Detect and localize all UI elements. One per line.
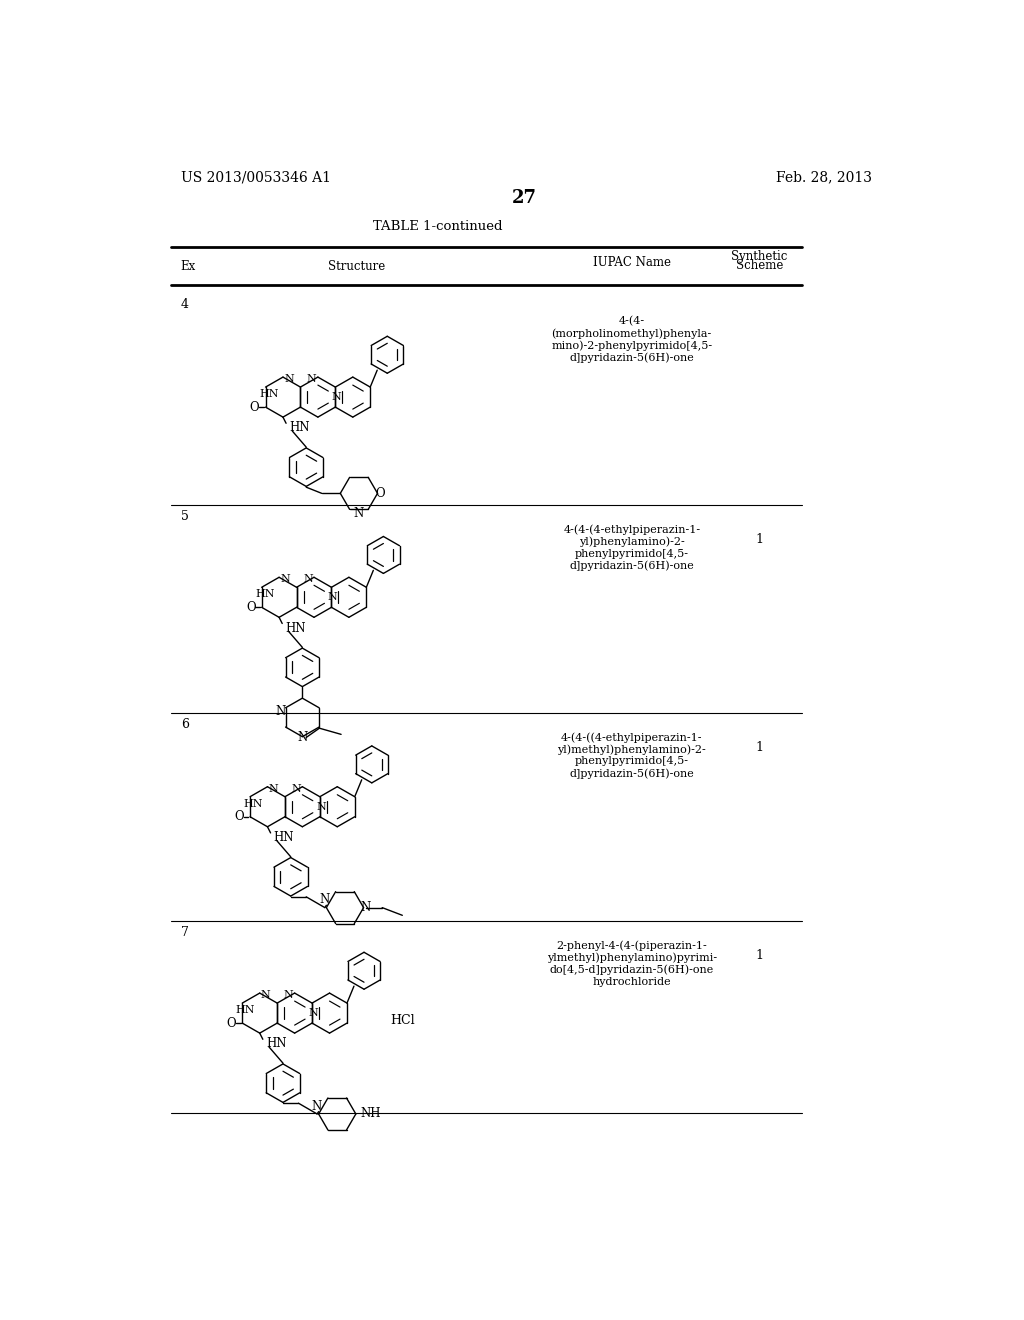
Text: HN: HN [289,421,309,434]
Text: HN: HN [266,1038,287,1051]
Text: 6: 6 [180,718,188,731]
Text: N: N [268,784,279,793]
Text: 2-phenyl-4-(4-(piperazin-1-
ylmethyl)phenylamino)pyrimi-
do[4,5-d]pyridazin-5(6H: 2-phenyl-4-(4-(piperazin-1- ylmethyl)phe… [547,940,717,986]
Text: IUPAC Name: IUPAC Name [593,256,671,269]
Text: O: O [375,487,385,500]
Text: N: N [311,1100,322,1113]
Text: HN: HN [236,1005,255,1015]
Text: 7: 7 [180,925,188,939]
Text: N: N [328,593,338,602]
Text: Synthetic: Synthetic [731,249,787,263]
Text: HN: HN [273,832,294,843]
Text: N: N [284,374,294,384]
Text: Structure: Structure [328,260,385,273]
Text: N: N [275,705,286,718]
Text: HN: HN [259,389,279,399]
Text: HN: HN [244,799,263,809]
Text: N: N [292,784,301,793]
Text: 1: 1 [756,741,764,754]
Text: N: N [360,902,371,915]
Text: 4-(4-(4-ethylpiperazin-1-
yl)phenylamino)-2-
phenylpyrimido[4,5-
d]pyridazin-5(6: 4-(4-(4-ethylpiperazin-1- yl)phenylamino… [563,524,700,570]
Text: O: O [250,400,259,413]
Text: N: N [261,990,270,1001]
Text: 1: 1 [756,533,764,546]
Text: HCl: HCl [390,1014,415,1027]
Text: O: O [246,601,256,614]
Text: N: N [281,574,290,585]
Text: O: O [226,1016,237,1030]
Text: 27: 27 [512,190,538,207]
Text: TABLE 1-continued: TABLE 1-continued [374,219,503,232]
Text: N: N [308,1008,318,1018]
Text: Feb. 28, 2013: Feb. 28, 2013 [776,170,872,185]
Text: N: N [316,801,326,812]
Text: HN: HN [286,622,306,635]
Text: N: N [332,392,342,403]
Text: N: N [354,507,365,520]
Text: Scheme: Scheme [736,259,783,272]
Text: 1: 1 [756,949,764,962]
Text: Ex: Ex [180,260,196,273]
Text: N: N [318,894,329,907]
Text: N: N [284,990,294,1001]
Text: 5: 5 [180,510,188,523]
Text: O: O [234,810,244,824]
Text: US 2013/0053346 A1: US 2013/0053346 A1 [180,170,331,185]
Text: HN: HN [255,589,274,599]
Text: NH: NH [360,1107,381,1121]
Text: 4-(4-
(morpholinomethyl)phenyla-
mino)-2-phenylpyrimido[4,5-
d]pyridazin-5(6H)-o: 4-(4- (morpholinomethyl)phenyla- mino)-2… [551,317,713,363]
Text: 4: 4 [180,298,188,312]
Text: N: N [303,574,312,585]
Text: 4-(4-((4-ethylpiperazin-1-
yl)methyl)phenylamino)-2-
phenylpyrimido[4,5-
d]pyrid: 4-(4-((4-ethylpiperazin-1- yl)methyl)phe… [557,733,707,779]
Text: N: N [307,374,316,384]
Text: N: N [297,731,307,744]
